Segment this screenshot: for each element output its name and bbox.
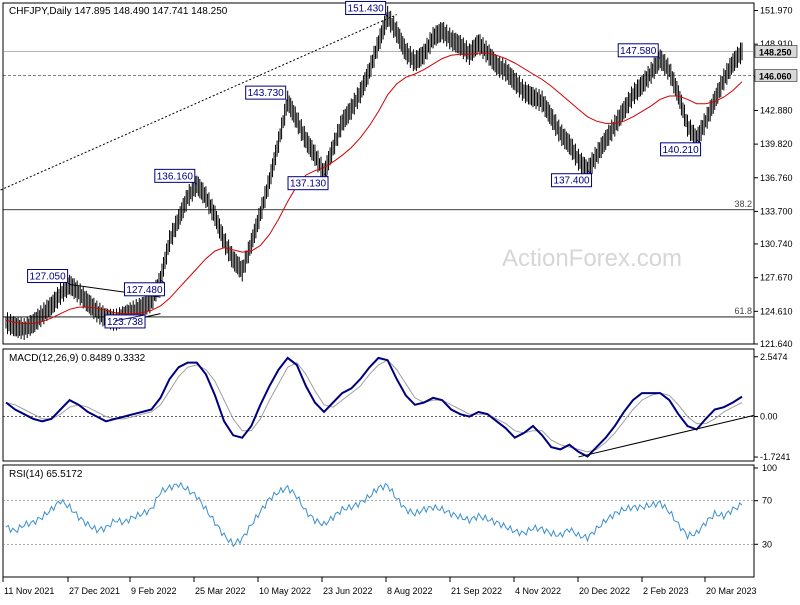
price-annotation-leader	[285, 98, 288, 102]
x-axis-tick-label: 10 May 2022	[259, 586, 311, 596]
price-annotations: 151.430 143.730 137.130 136.160 127.480 127.0…	[27, 0, 702, 329]
rsi-panel-header: RSI(14) 65.5172	[9, 469, 83, 480]
price-annotation-label: 123.738	[107, 317, 144, 328]
price-axis-tick-label: 151.970	[760, 6, 793, 16]
x-axis-tick-label: 25 Mar 2022	[195, 586, 246, 596]
price-annotation-label: 127.480	[126, 285, 163, 296]
macd-series-group	[3, 356, 755, 458]
price-axis-tick-label: 133.700	[760, 206, 793, 216]
price-annotation-leader	[587, 170, 592, 175]
current-price-box	[754, 45, 798, 58]
x-axis-tick-label: 23 Jun 2022	[323, 586, 373, 596]
rsi-axis-tick-label: 70	[762, 496, 772, 506]
price-annotation-leader	[323, 173, 329, 178]
price-annotation-box	[287, 176, 329, 191]
price-annotation-box	[104, 314, 146, 329]
current-price-label: 146.060	[759, 72, 792, 82]
price-annotation-label: 137.130	[290, 179, 327, 190]
price-axis-tick-label: 139.820	[760, 139, 793, 149]
x-axis-tick-label: 20 Mar 2023	[706, 586, 757, 596]
price-annotation-box	[27, 269, 69, 284]
rsi-y-axis: 100 70 30	[754, 463, 777, 549]
price-annotation-leader	[194, 182, 198, 185]
current-price-label: 148.250	[759, 47, 792, 57]
macd-line	[5, 356, 743, 458]
x-axis-tick-label: 4 Nov 2022	[515, 586, 561, 596]
price-annotation-box	[551, 173, 593, 188]
price-axis-tick-label: 130.740	[760, 239, 793, 249]
price-annotation-box	[123, 282, 165, 297]
macd-axis-tick-label: 2.5474	[760, 352, 788, 362]
macd-axis-tick-label: -1.7241	[760, 452, 791, 462]
price-annotation-label: 140.210	[662, 145, 699, 156]
price-annotation-label: 137.400	[553, 176, 590, 187]
price-annotation-leader	[67, 282, 70, 285]
price-annotation-leader	[385, 14, 388, 17]
price-annotation-label: 147.580	[620, 46, 657, 57]
x-axis-tick-label: 8 Aug 2022	[387, 586, 433, 596]
price-axis-tick-label: 124.610	[760, 306, 793, 316]
current-price-box	[754, 69, 798, 82]
price-axis-tick-label: 142.880	[760, 105, 793, 115]
fib-level-label: 38.2	[734, 199, 752, 209]
macd-axis-tick-label: 0.00	[760, 412, 778, 422]
rsi-axis-tick-label: 30	[762, 539, 772, 549]
moving-average-line	[5, 52, 743, 324]
price-panel-header: CHFJPY,Daily 147.895 148.490 147.741 148…	[9, 6, 228, 17]
watermark-text: ActionForex.com	[502, 245, 682, 272]
macd-y-axis: 2.5474 0.00 -1.7241	[754, 352, 791, 462]
price-annotation-box	[345, 0, 387, 15]
price-axis-tick-label: 148.910	[760, 39, 793, 49]
price-annotation-leader	[657, 56, 661, 60]
x-axis-tick-label: 21 Sep 2022	[451, 586, 502, 596]
x-axis-tick-label: 11 Nov 2021	[4, 586, 54, 596]
x-axis-tick-label: 27 Dec 2021	[69, 586, 120, 596]
price-axis-tick-label: 127.670	[760, 273, 793, 283]
price-annotation-label: 136.160	[157, 171, 194, 182]
price-annotation-label: 151.430	[348, 3, 385, 14]
fib-level-label: 61.8	[734, 306, 752, 316]
macd-panel-frame	[2, 348, 755, 462]
x-axis-tick-label: 2 Feb 2023	[643, 586, 689, 596]
x-axis-tick-label: 9 Feb 2022	[131, 586, 177, 596]
rsi-series-group	[3, 481, 754, 548]
date-x-axis: 11 Nov 2021 27 Dec 2021 9 Feb 2022 25 Mar 2…	[2, 577, 757, 596]
price-annotation-leader	[114, 314, 146, 322]
rsi-line	[5, 481, 743, 548]
price-annotation-box	[154, 168, 196, 183]
macd-trendline	[578, 414, 755, 458]
rsi-axis-tick-label: 100	[762, 463, 777, 473]
price-annotation-leader	[696, 139, 701, 144]
price-annotation-label: 127.050	[30, 272, 67, 283]
price-annotation-label: 143.730	[248, 88, 285, 99]
price-annotation-box	[660, 142, 702, 157]
price-annotation-box	[617, 43, 659, 58]
x-axis-tick-label: 20 Dec 2022	[579, 586, 630, 596]
price-annotation-box	[245, 85, 287, 100]
price-axis-tick-label: 121.640	[760, 339, 793, 349]
macd-panel-header: MACD(12,26,9) 0.8489 0.3332	[9, 353, 146, 364]
price-axis-tick-label: 136.760	[760, 173, 793, 183]
price-y-axis: 151.970148.910145.940142.880139.820136.7…	[754, 6, 798, 349]
rsi-panel-frame	[2, 464, 755, 578]
trendline	[0, 14, 397, 191]
macd-signal-line	[5, 359, 743, 453]
price-annotation-leader	[160, 279, 165, 284]
